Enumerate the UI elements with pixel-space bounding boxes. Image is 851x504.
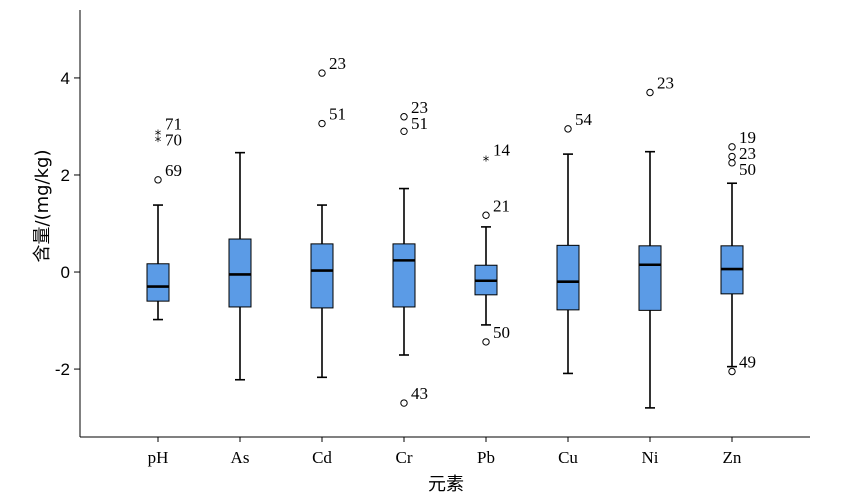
extreme-marker: * — [483, 154, 490, 169]
outlier-marker — [318, 69, 326, 77]
outlier-marker — [728, 159, 736, 167]
outlier-label: 50 — [493, 323, 510, 342]
outlier-label: 71 — [165, 115, 182, 134]
x-tick-label: pH — [148, 448, 169, 467]
outlier-marker — [564, 125, 572, 133]
plot-frame — [79, 10, 810, 438]
y-tick-label: 0 — [61, 263, 70, 282]
outlier-label: 14 — [493, 140, 511, 159]
x-tick-label: Cu — [558, 448, 578, 467]
iqr-box — [638, 245, 662, 311]
outlier-marker — [318, 119, 326, 128]
outlier-label: 54 — [575, 110, 593, 129]
outlier-label: 69 — [165, 161, 182, 180]
outlier-label: 43 — [411, 384, 428, 403]
y-tick-label: 4 — [61, 69, 70, 88]
box-Pb: *14 21 50 — [474, 140, 511, 346]
iqr-box — [146, 263, 170, 302]
outlier-label: 49 — [739, 352, 756, 371]
outlier-label: 23 — [739, 144, 756, 163]
iqr-box — [556, 244, 580, 311]
outlier-marker — [154, 176, 162, 184]
box-Ni: 23 — [638, 73, 674, 409]
outlier-marker — [646, 88, 654, 97]
outlier-label: 19 — [739, 128, 756, 147]
outlier-marker — [728, 143, 736, 151]
iqr-box — [228, 238, 252, 308]
extreme-marker: * — [155, 135, 162, 150]
y-tick-label: 2 — [61, 166, 70, 185]
x-tick-label: Pb — [477, 448, 495, 467]
x-tick-label: As — [231, 448, 250, 467]
box-As — [228, 151, 252, 381]
outlier-marker — [482, 338, 490, 346]
outlier-marker — [400, 399, 408, 407]
x-axis: pH As Cd Cr Pb Cu Ni Zn — [148, 437, 742, 467]
outlier-marker — [728, 152, 736, 161]
x-tick-label: Ni — [642, 448, 659, 467]
outlier-marker — [482, 211, 490, 219]
extreme-marker: * — [155, 129, 162, 144]
iqr-box — [392, 243, 416, 308]
y-axis-title: 含量/(mg/kg) — [32, 150, 53, 263]
box-Cd: 23 51 — [310, 54, 346, 379]
x-tick-label: Cd — [312, 448, 332, 467]
outlier-label: 51 — [411, 114, 428, 133]
x-tick-label: Zn — [723, 448, 742, 467]
box-Cu: 54 — [556, 110, 593, 375]
outlier-marker — [400, 127, 408, 136]
outlier-label: 21 — [493, 196, 510, 215]
outlier-label: 70 — [165, 131, 182, 150]
outlier-label: 50 — [739, 160, 756, 179]
outlier-label: 23 — [657, 73, 674, 92]
y-tick-label: -2 — [55, 360, 70, 379]
outlier-marker — [728, 367, 736, 376]
outlier-marker — [400, 113, 408, 121]
outlier-label: 23 — [411, 98, 428, 117]
x-axis-title: 元素 — [428, 474, 464, 495]
outlier-label: 23 — [329, 54, 346, 73]
outlier-label: 51 — [329, 105, 346, 124]
iqr-box — [310, 243, 334, 309]
x-tick-label: Cr — [396, 448, 413, 467]
y-axis: -2 0 2 4 — [55, 69, 80, 379]
